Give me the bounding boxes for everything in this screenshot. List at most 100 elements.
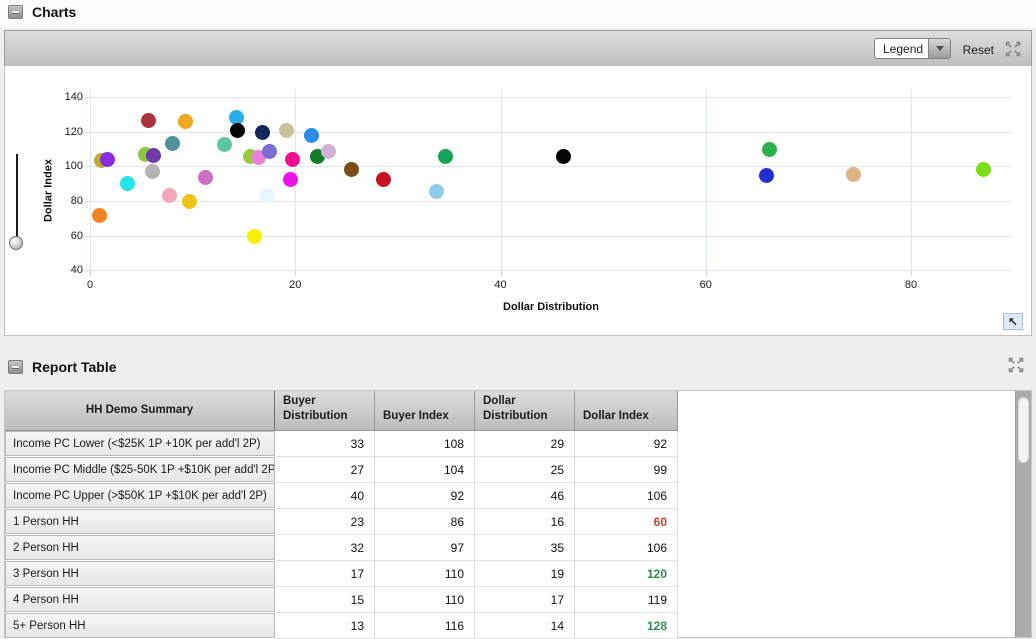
row-label[interactable]: 5+ Person HH [5, 613, 275, 638]
y-tick-label: 40 [70, 264, 83, 277]
scatter-point[interactable] [216, 137, 232, 153]
cell-dollar-distribution: 25 [475, 457, 575, 483]
scatter-point[interactable] [250, 150, 266, 166]
cell-dollar-index: 92 [575, 431, 678, 457]
cell-buyer-distribution: 23 [275, 509, 375, 535]
scatter-point[interactable] [376, 171, 391, 187]
scatter-point[interactable] [146, 147, 162, 163]
scatter-point[interactable] [91, 208, 107, 224]
column-header-buyer-index[interactable]: Buyer Index [375, 391, 475, 430]
y-tick-label: 140 [64, 91, 83, 104]
reset-button[interactable]: Reset [962, 43, 994, 57]
table-row[interactable]: 2 Person HH 32 97 35 106 [5, 535, 678, 561]
gridline-x [90, 90, 91, 271]
cell-buyer-distribution: 17 [275, 561, 375, 587]
scatter-point[interactable] [177, 113, 193, 129]
scatter-point[interactable] [260, 187, 276, 203]
x-tick-mark [705, 271, 707, 276]
column-header-hh-demo-summary[interactable]: HH Demo Summary [5, 391, 275, 430]
scatter-point[interactable] [161, 187, 177, 203]
collapse-charts-button[interactable] [8, 5, 23, 19]
y-tick-mark [85, 97, 90, 99]
y-tick-mark [85, 235, 90, 237]
scatter-point[interactable] [761, 142, 777, 158]
collapse-report-button[interactable] [8, 360, 23, 374]
scatter-point[interactable] [284, 151, 300, 167]
scrollbar-thumb[interactable] [1018, 397, 1029, 463]
x-tick-mark [911, 271, 912, 276]
table-row[interactable]: 5+ Person HH 13 116 14 128 [5, 613, 678, 639]
scatter-point[interactable] [99, 151, 115, 167]
y-tick-mark [85, 270, 90, 272]
arrow-up-left-icon: ↖ [1007, 314, 1019, 329]
zoom-slider-handle[interactable] [9, 236, 23, 250]
cell-dollar-distribution: 14 [475, 613, 575, 639]
scatter-point[interactable] [555, 149, 571, 165]
scatter-point[interactable] [230, 122, 246, 138]
scatter-point[interactable] [758, 168, 774, 184]
cell-dollar-distribution: 19 [475, 561, 575, 587]
cell-buyer-distribution: 40 [275, 483, 375, 509]
cell-buyer-index: 108 [375, 431, 475, 457]
legend-dropdown-arrow-button[interactable] [928, 39, 950, 58]
column-header-dollar-index[interactable]: Dollar Index [575, 391, 678, 430]
table-row[interactable]: Income PC Middle ($25-50K 1P +$10K per a… [5, 457, 678, 483]
scatter-point[interactable] [229, 109, 245, 125]
cell-buyer-index: 92 [375, 483, 475, 509]
gridline-y [90, 131, 1012, 133]
row-label[interactable]: Income PC Middle ($25-50K 1P +$10K per a… [5, 457, 275, 482]
triangle-down-icon [935, 46, 944, 51]
cell-dollar-index: 120 [575, 561, 678, 587]
cell-buyer-distribution: 13 [275, 613, 375, 639]
row-label[interactable]: 4 Person HH [5, 587, 275, 612]
scatter-point[interactable] [344, 161, 360, 177]
gridline-x [911, 90, 912, 271]
table-row[interactable]: 3 Person HH 17 110 19 120 [5, 561, 678, 587]
table-header-row: HH Demo Summary Buyer Distribution Buyer… [5, 391, 678, 431]
scatter-point[interactable] [198, 170, 214, 186]
scatter-point[interactable] [846, 166, 862, 182]
zoom-slider-track [16, 154, 18, 238]
scatter-point[interactable] [254, 125, 270, 141]
expand-chart-button[interactable] [1003, 40, 1023, 58]
table-row[interactable]: 1 Person HH 23 86 16 60 [5, 509, 678, 535]
scatter-point[interactable] [120, 176, 136, 192]
column-header-buyer-distribution[interactable]: Buyer Distribution [275, 391, 375, 430]
row-label[interactable]: 1 Person HH [5, 509, 275, 534]
expand-report-button[interactable] [1006, 356, 1026, 374]
table-row[interactable]: Income PC Lower (<$25K 1P +10K per add'l… [5, 431, 678, 457]
scatter-point[interactable] [145, 164, 161, 180]
scatter-point[interactable] [182, 193, 198, 209]
table-scrollbar[interactable] [1015, 391, 1031, 637]
scatter-point[interactable] [262, 144, 278, 160]
scatter-point[interactable] [278, 123, 294, 139]
scatter-point[interactable] [246, 229, 262, 245]
row-label[interactable]: 3 Person HH [5, 561, 275, 586]
table-row[interactable]: Income PC Upper (>$50K 1P +$10K per add'… [5, 483, 678, 509]
charts-panel-title: Charts [32, 4, 77, 20]
cell-dollar-distribution: 29 [475, 431, 575, 457]
cell-buyer-index: 116 [375, 613, 475, 639]
scatter-point[interactable] [320, 144, 336, 160]
scatter-point[interactable] [282, 171, 298, 187]
scatter-point[interactable] [304, 127, 320, 143]
legend-dropdown-value[interactable]: Legend [883, 42, 924, 56]
scatter-point[interactable] [437, 149, 453, 165]
row-label[interactable]: Income PC Upper (>$50K 1P +$10K per add'… [5, 483, 275, 508]
scatter-point[interactable] [140, 112, 156, 128]
cell-dollar-index: 106 [575, 483, 678, 509]
column-header-dollar-distribution[interactable]: Dollar Distribution [475, 391, 575, 430]
scatter-point[interactable] [976, 161, 992, 177]
table-row[interactable]: 4 Person HH 15 110 17 119 [5, 587, 678, 613]
row-label[interactable]: Income PC Lower (<$25K 1P +10K per add'l… [5, 431, 275, 456]
x-axis-title: Dollar Distribution [503, 301, 599, 313]
row-label[interactable]: 2 Person HH [5, 535, 275, 560]
cell-buyer-index: 97 [375, 535, 475, 561]
cell-dollar-distribution: 46 [475, 483, 575, 509]
scatter-point[interactable] [164, 135, 180, 151]
expand-arrows-icon [1005, 41, 1021, 57]
restore-chart-button[interactable]: ↖ [1003, 313, 1023, 330]
scatter-point[interactable] [429, 184, 445, 200]
cell-buyer-distribution: 33 [275, 431, 375, 457]
legend-dropdown[interactable]: Legend [874, 38, 951, 59]
